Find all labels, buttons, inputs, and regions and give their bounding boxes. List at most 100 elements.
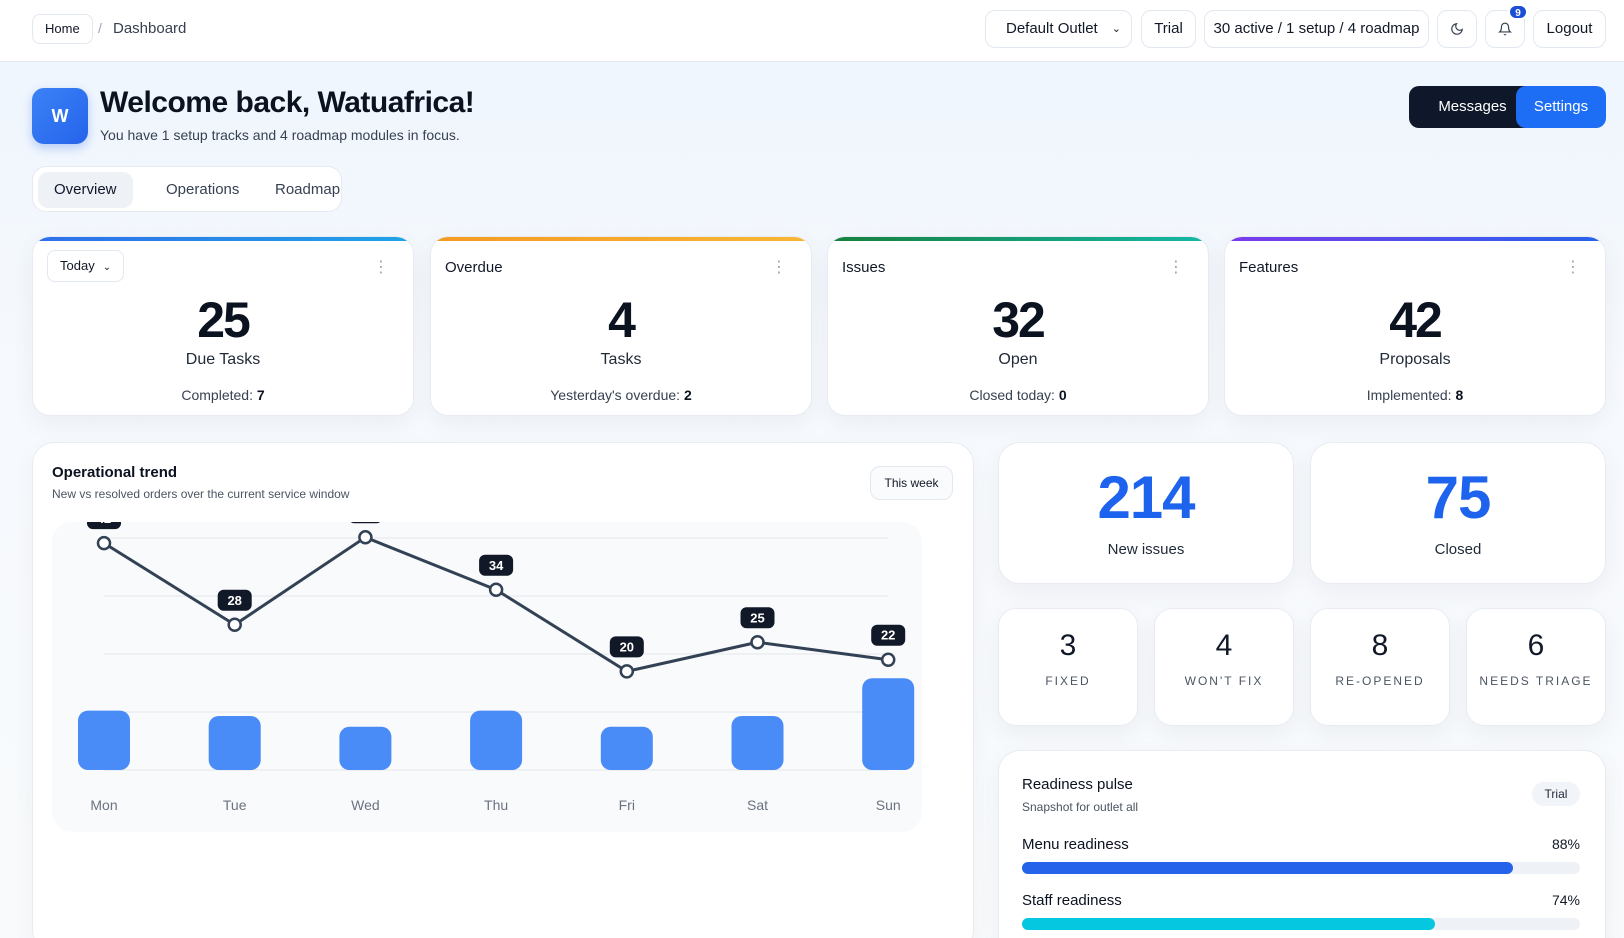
stat-caption: Tasks xyxy=(600,351,642,368)
breakdown-value: 3 xyxy=(1059,629,1077,662)
chart-x-tick-label: Sat xyxy=(747,797,768,813)
stat-label: Overdue xyxy=(445,259,503,276)
chart-bar xyxy=(731,716,784,770)
readiness-subtitle: Snapshot for outlet all xyxy=(1022,800,1139,814)
wont-fix-card: 4 WON'T FIX xyxy=(1154,608,1294,726)
chart-data-label: 34 xyxy=(489,558,504,573)
chart-data-label: 42 xyxy=(97,522,111,526)
chart-x-tick-label: Fri xyxy=(619,797,635,813)
chart-point xyxy=(358,530,373,545)
avatar: W xyxy=(32,88,88,144)
chart-x-tick-label: Mon xyxy=(90,797,117,813)
chart-point xyxy=(488,582,504,598)
stat-label: Features xyxy=(1239,259,1299,276)
card-accent-bar xyxy=(828,237,1208,241)
breakdown-value: 4 xyxy=(1215,629,1233,662)
stat-footer: Yesterday's overdue: 2 xyxy=(431,387,811,403)
chart-data-label-bg xyxy=(217,589,252,611)
breakdown-value: 6 xyxy=(1527,629,1545,662)
stat-footer: Completed: 7 xyxy=(33,387,413,403)
summary-value: 214 xyxy=(1097,464,1195,531)
card-accent-bar xyxy=(33,237,413,241)
more-options-icon[interactable]: ⋮ xyxy=(771,259,787,276)
chart-data-label-bg xyxy=(740,607,775,629)
page-title: Welcome back, Watuafrica! xyxy=(100,86,475,119)
more-options-icon[interactable]: ⋮ xyxy=(1565,259,1581,276)
stat-footer-value: 7 xyxy=(256,387,265,403)
chart-data-label: 20 xyxy=(620,639,634,654)
stat-footer-value: 8 xyxy=(1455,387,1464,403)
breakdown-caption: WON'T FIX xyxy=(1184,674,1264,688)
theme-toggle-button[interactable] xyxy=(1437,10,1477,48)
chart-point xyxy=(619,664,635,679)
period-dropdown[interactable]: Today ⌄ xyxy=(47,250,125,282)
messages-button[interactable]: Messages xyxy=(1409,86,1536,128)
chart-x-tick-label: Wed xyxy=(351,797,380,813)
tab-bar: Overview Operations Roadmap xyxy=(32,166,342,212)
breadcrumb-home-link[interactable]: Home xyxy=(32,14,93,44)
chart-x-tick-label: Sun xyxy=(876,797,901,813)
range-button[interactable]: This week xyxy=(870,466,953,500)
tab-overview[interactable]: Overview xyxy=(38,172,133,208)
trend-chart: 42284334202522MonTueWedThuFriSatSun xyxy=(52,522,922,832)
menu-readiness-label: Menu readiness xyxy=(1022,836,1129,853)
chart-point xyxy=(750,635,765,650)
summary-caption: Closed xyxy=(1434,541,1482,558)
overdue-card: Overdue ⋮ 4 Tasks Yesterday's overdue: 2 xyxy=(430,236,812,416)
new-issues-card: 214 New issues xyxy=(998,442,1294,584)
settings-button[interactable]: Settings xyxy=(1516,86,1606,128)
fixed-card: 3 FIXED xyxy=(998,608,1138,726)
breadcrumb-current: Dashboard xyxy=(113,20,187,37)
chart-bar xyxy=(862,678,915,770)
stat-value: 25 xyxy=(197,292,251,348)
outlet-select-value: Default Outlet xyxy=(1006,20,1098,37)
breakdown-value: 8 xyxy=(1371,629,1389,662)
chart-data-label-bg xyxy=(609,636,644,658)
moon-icon xyxy=(1451,23,1463,35)
stat-caption: Proposals xyxy=(1379,351,1451,368)
module-status-button[interactable]: 30 active / 1 setup / 4 roadmap xyxy=(1204,10,1429,48)
tab-roadmap[interactable]: Roadmap xyxy=(275,181,341,198)
staff-readiness-label: Staff readiness xyxy=(1022,892,1122,909)
staff-readiness-bar xyxy=(1022,918,1435,930)
breadcrumb-separator: / xyxy=(98,20,102,36)
chart-point xyxy=(880,652,896,667)
issues-card: Issues ⋮ 32 Open Closed today: 0 xyxy=(827,236,1209,416)
summary-value: 75 xyxy=(1425,464,1492,531)
stat-value: 42 xyxy=(1389,292,1443,348)
chart-data-label-bg xyxy=(87,522,121,530)
logout-button[interactable]: Logout xyxy=(1533,10,1606,48)
stat-footer: Implemented: 8 xyxy=(1225,387,1605,403)
card-accent-bar xyxy=(431,237,811,241)
readiness-title: Readiness pulse xyxy=(1022,776,1133,793)
chart-bar xyxy=(339,726,392,770)
more-options-icon[interactable]: ⋮ xyxy=(1168,259,1184,276)
stat-value: 32 xyxy=(992,292,1046,348)
chart-bar xyxy=(208,716,261,770)
more-options-icon[interactable]: ⋮ xyxy=(373,259,389,276)
page-subtitle: You have 1 setup tracks and 4 roadmap mo… xyxy=(100,127,460,143)
chart-bar xyxy=(600,726,653,770)
outlet-select[interactable]: Default Outlet ⌄ xyxy=(985,10,1132,48)
period-dropdown-value: Today xyxy=(60,258,95,273)
stat-footer-label: Completed: xyxy=(181,387,253,403)
chart-data-label-bg xyxy=(479,554,514,576)
chart-x-tick-label: Thu xyxy=(484,797,508,813)
readiness-badge: Trial xyxy=(1532,782,1580,806)
stat-footer-label: Closed today: xyxy=(969,387,1055,403)
trial-button[interactable]: Trial xyxy=(1141,10,1196,48)
chart-data-label: 22 xyxy=(881,628,895,643)
menu-readiness-track xyxy=(1022,862,1580,874)
chevron-down-icon: ⌄ xyxy=(102,262,112,273)
top-bar: Home / Dashboard Default Outlet ⌄ Trial … xyxy=(0,0,1624,62)
card-accent-bar xyxy=(1225,237,1605,241)
chart-subtitle: New vs resolved orders over the current … xyxy=(52,487,350,501)
chart-bar xyxy=(470,710,523,770)
tab-operations[interactable]: Operations xyxy=(166,181,240,198)
stat-footer-label: Implemented: xyxy=(1366,387,1452,403)
staff-readiness-track xyxy=(1022,918,1580,930)
chart-point xyxy=(96,535,112,551)
staff-readiness-value: 74% xyxy=(1551,892,1580,908)
bell-icon xyxy=(1498,22,1512,36)
closed-issues-card: 75 Closed xyxy=(1310,442,1606,584)
